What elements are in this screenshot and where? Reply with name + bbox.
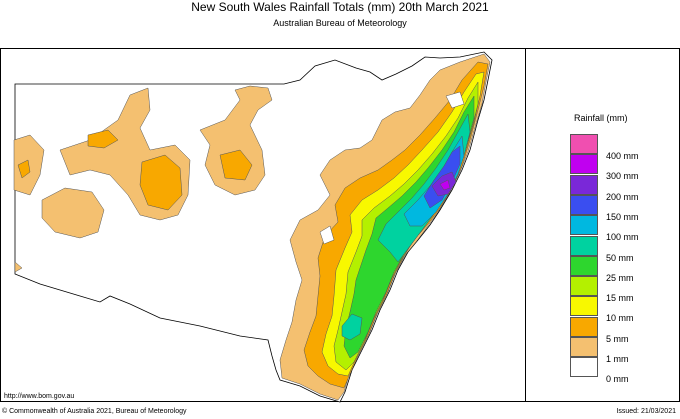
legend-swatch: [570, 337, 598, 357]
legend-label: 200 mm: [606, 191, 639, 202]
legend-label: 50 mm: [606, 252, 634, 263]
legend-swatch: [570, 296, 598, 317]
copyright-text: © Commonwealth of Australia 2021, Bureau…: [2, 408, 187, 415]
rain-patch-west-5: [139, 154, 183, 211]
rain-patch-west-8: [219, 149, 253, 181]
legend-label: 150 mm: [606, 211, 639, 222]
map-title: New South Wales Rainfall Totals (mm) 20t…: [191, 0, 489, 14]
legend-label: 400 mm: [606, 151, 639, 161]
legend-swatch: [570, 357, 598, 378]
legend-swatch: [570, 276, 598, 297]
rain-patch-west-6: [87, 129, 119, 149]
rain-patch-west-9: [14, 261, 23, 273]
legend-title: Rainfall (mm): [574, 113, 628, 123]
legend-swatch: [570, 316, 598, 337]
rain-patch-west-4: [41, 187, 105, 239]
legend-label: 300 mm: [606, 171, 639, 182]
legend-label: 10 mm: [606, 313, 634, 324]
legend-swatch: [570, 134, 598, 154]
issued-date: Issued: 21/03/2021: [616, 408, 676, 415]
legend-label: 100 mm: [606, 232, 639, 243]
rain-patch-west-2: [17, 159, 31, 179]
legend-swatch: [570, 194, 598, 215]
rain-cell-50mm-south: [341, 313, 363, 341]
no-rain-island: [445, 91, 465, 109]
rain-patch-west-7: [199, 85, 273, 196]
rain-band-50mm: [377, 113, 471, 263]
legend-swatch: [570, 215, 598, 236]
legend-label: 0 mm: [606, 374, 629, 385]
legend-swatch: [570, 255, 598, 276]
legend-swatch: [570, 154, 598, 175]
legend-panel: [526, 48, 680, 402]
source-url[interactable]: http://www.bom.gov.au: [4, 393, 75, 400]
rain-cell-300mm: [439, 179, 451, 191]
legend-swatch: [570, 174, 598, 195]
legend-label: 1 mm: [606, 354, 629, 364]
map-subtitle: Australian Bureau of Meteorology: [273, 18, 407, 28]
legend-swatch: [570, 235, 598, 256]
legend-label: 5 mm: [606, 333, 629, 344]
no-rain-island-2: [319, 225, 335, 245]
legend-label: 15 mm: [606, 293, 634, 304]
legend-label: 25 mm: [606, 272, 634, 283]
